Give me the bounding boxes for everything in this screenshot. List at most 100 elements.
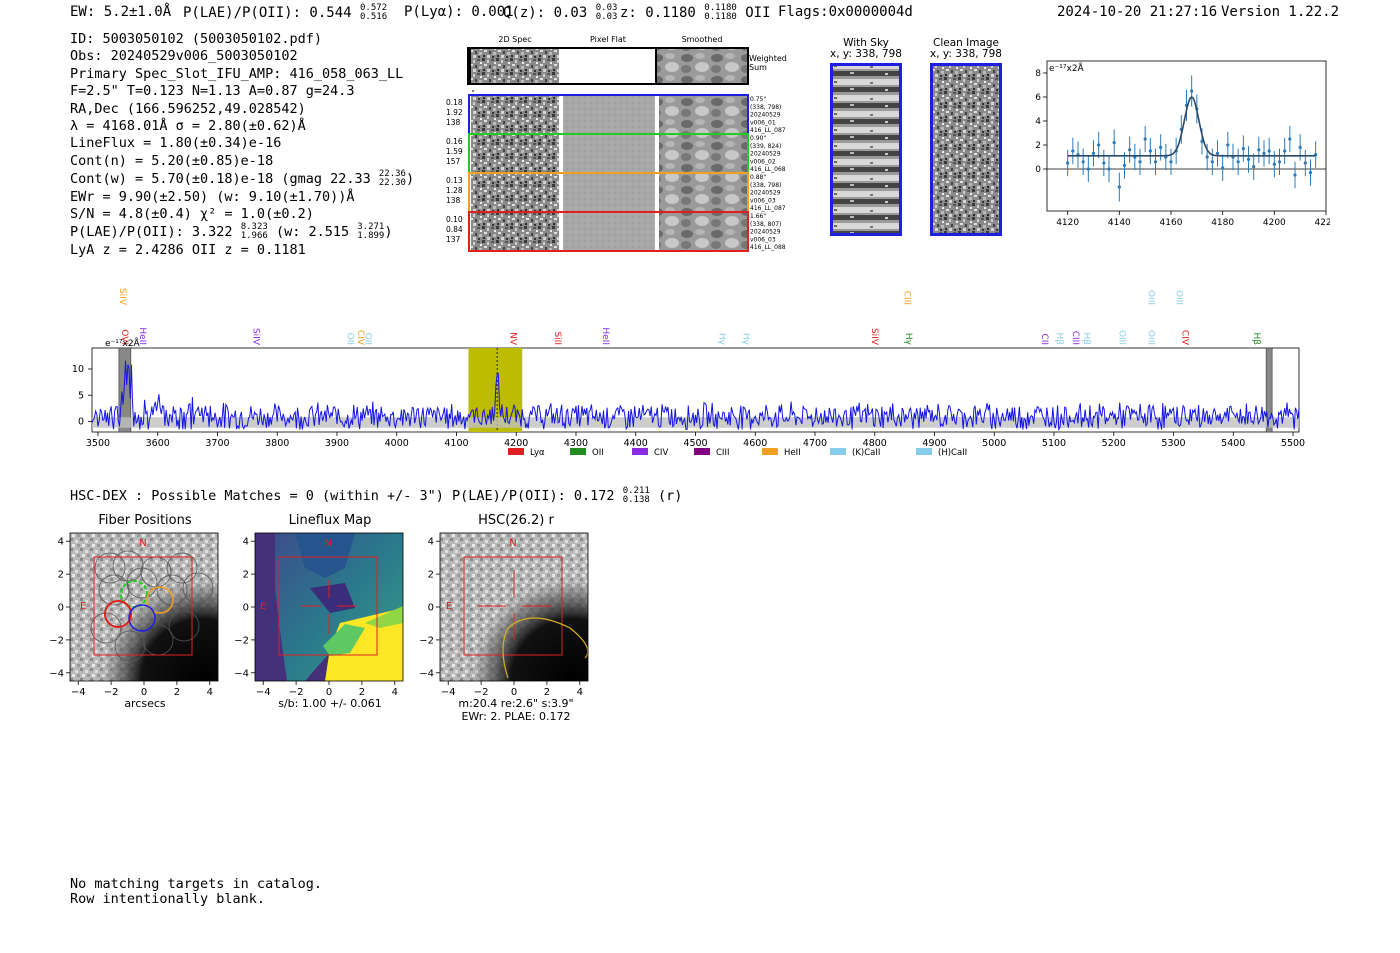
cutout-left-2-2: 138 [446,196,461,205]
zoom-point [1236,160,1240,164]
zoom-point [1159,145,1163,149]
header-qz-lo: 0.03 [595,12,618,22]
cutout-frame-3 [468,211,749,252]
fs-legend-swatch-5 [830,448,846,455]
zoom-point [1102,161,1106,165]
fs-line-label-9: HeII [600,327,610,345]
col-label-smoothed: Smoothed [682,35,723,44]
fs-line-label-0: SiIV [117,288,127,306]
fs-line-label-17: CIII [1070,331,1080,345]
cutout-right-0-4: 416_LL_087 [750,127,786,134]
cutout-right-3-0: 1.66" [750,213,766,220]
zoom-ytick-2: 4 [1035,117,1041,127]
info-ewr: EWr = 9.90(±2.50) (w: 9.10(±1.70))Å [70,188,355,205]
zoom-point [1081,160,1085,164]
hsc-dex-text: HSC-DEX : Possible Matches = 0 (within +… [70,488,615,504]
zoom-point [1190,89,1194,93]
fs-line-label-6: OII [363,333,373,345]
hsc-east-label: E [446,601,452,612]
info-block: ID: 5003050102 (5003050102.pdf) Obs: 202… [70,31,414,259]
cutout-left-3-1: 0.84 [446,225,463,234]
weighted-sum-label-2: Sum [749,63,767,72]
header-z-line: OII [745,5,771,21]
zoom-xtick-1: 4140 [1108,218,1131,228]
fs-line-label-5: CIV [355,330,365,346]
info-plae-value: P(LAE)/P(OII): 3.322 [70,224,233,241]
fs-line-label-23: CIV [1179,330,1189,346]
axis-xtick: 2 [174,687,180,698]
zoom-point [1308,171,1313,175]
fs-line-label-10: Hγ [716,333,726,346]
axis-ytick: −4 [420,668,434,679]
fs-legend-label-6: (H)CaII [938,448,967,458]
fs-mask-1 [1265,347,1273,433]
fs-xtick-14: 4900 [922,438,946,449]
axis-ytick: 0 [428,603,434,614]
cutout-2dspec-0 [471,96,559,133]
panel-hsc-caption-1: m:20.4 re:2.6" s:3.9" [458,697,574,710]
fs-line-label-20: OIII [1145,290,1155,305]
hsc-dex-lo: 0.138 [622,495,650,505]
axis-ytick: 4 [58,537,64,548]
axis-xtick: −2 [474,687,489,698]
zoom-point [1293,173,1297,177]
cutout-right-1-1: (339, 824) [750,143,781,150]
info-lya-z: LyA z = 2.4286 OII z = 0.1181 [70,241,306,258]
fs-legend-swatch-3 [694,448,710,455]
fs-legend-label-3: CIII [716,448,729,458]
zoom-point [1097,143,1101,147]
info-sn: S/N = 4.8(±0.4) χ² = 1.0(±0.2) [70,206,314,223]
zoom-fit-curve [1067,96,1316,157]
zoom-point [1241,147,1245,151]
cutout-flat-0 [563,96,655,133]
zoom-point [1091,151,1096,155]
zoom-point [1252,165,1256,169]
fiber-north-label: N [139,538,146,549]
zoom-point [1128,148,1132,152]
weighted-sum-2dspec [471,49,559,83]
lineflux-north-label: N [324,538,331,549]
col-label-2dspec: 2D Spec [498,35,531,44]
cutout-right-3-1: (338, 807) [750,221,781,228]
header-ew: EW: 5.2±1.0Å [70,4,172,20]
fs-legend-swatch-0 [508,448,524,455]
fs-legend-label-5: (K)CaII [852,448,880,458]
header-plae: P(LAE)/P(OII): 0.544 0.572 0.516 [183,4,387,22]
info-contw-hi: 22.36 [378,169,406,180]
footer-line-1: No matching targets in catalog. [70,876,322,892]
axis-ytick: −2 [420,635,434,646]
info-plae-post: ) [384,224,393,241]
clean-image-label: Clean Image [932,37,1000,49]
cutout-left-1-2: 157 [446,157,461,166]
zoom-point [1169,160,1173,164]
fs-line-label-11: Hγ [740,333,750,346]
cutout-right-1-3: v006_02 [750,158,776,165]
fs-ytick-0: 0 [78,417,84,428]
panel-fiber-caption: arcsecs [124,697,166,710]
fs-xtick-6: 4100 [444,438,468,449]
fs-spectrum-line [91,360,1300,432]
fs-line-label-13: CIII [902,291,912,305]
panel-hsc-caption: m:20.4 re:2.6" s:3.9" EWr: 2. PLAE: 0.17… [441,697,591,723]
fs-legend-label-1: OII [592,448,604,458]
fs-line-label-8: SiII [552,331,562,345]
axis-ytick: −4 [235,668,249,679]
fs-legend-swatch-2 [632,448,648,455]
fs-xtick-4: 3900 [325,438,349,449]
cutout-smoothed-1 [659,135,747,172]
info-plae: P(LAE)/P(OII): 3.322 8.323 1.966 (w: 2.51… [70,223,414,241]
cutout-2dspec-2 [471,174,559,211]
lineflux-east-label: E [260,601,266,612]
zoom-point [1215,151,1220,155]
fs-line-label-19: OIII [1117,330,1127,345]
axis-ytick: −2 [50,635,64,646]
cutout-smoothed-3 [659,213,747,250]
zoom-ytick-1: 2 [1035,141,1041,151]
hsc-dex-post: (r) [657,488,683,504]
panel-lineflux-map: N E −4 −4 −2 −2 0 0 2 2 4 4 [235,532,404,698]
fiber-axes: −4 −4 −2 −2 0 0 2 2 4 4 [50,532,219,698]
zoom-point [1226,143,1230,147]
cutout-right-2-1: (338, 798) [750,182,781,189]
